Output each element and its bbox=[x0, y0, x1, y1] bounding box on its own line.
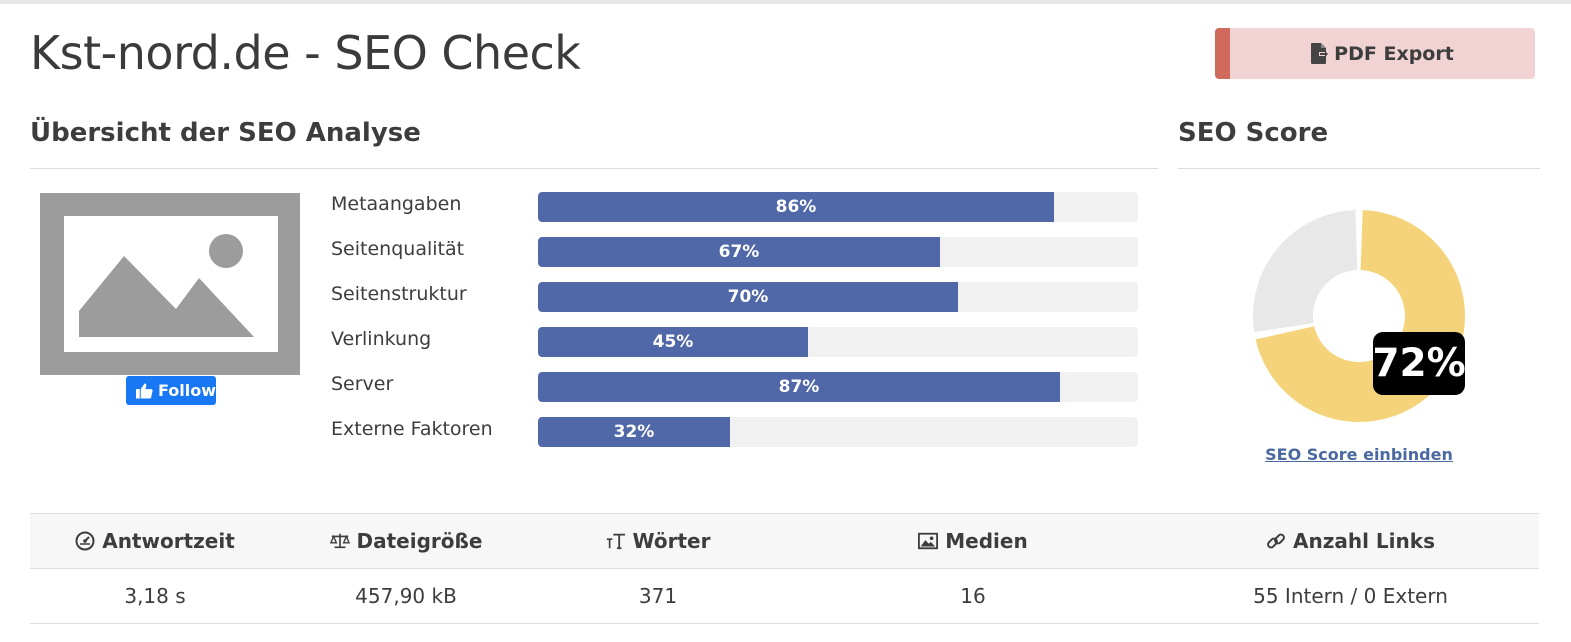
stats-header-label: Medien bbox=[945, 529, 1028, 553]
metric-label: Metaangaben bbox=[331, 193, 462, 215]
thumbs-up-icon bbox=[136, 382, 153, 399]
site-thumbnail-placeholder bbox=[40, 193, 300, 375]
page-title: Kst-nord.de - SEO Check bbox=[30, 26, 581, 80]
response-time-value: 3,18 s bbox=[124, 584, 186, 608]
file-size-value: 457,90 kB bbox=[355, 584, 457, 608]
metric-percent: 45% bbox=[652, 332, 694, 352]
score-divider bbox=[1178, 168, 1540, 169]
stats-header-label: Wörter bbox=[632, 529, 711, 553]
stats-header-file-size: Dateigröße bbox=[280, 514, 532, 568]
overview-title: Übersicht der SEO Analyse bbox=[30, 118, 421, 148]
metric-percent: 32% bbox=[613, 422, 655, 442]
follow-label: Follow bbox=[157, 381, 216, 400]
pdf-export-label: PDF Export bbox=[1334, 42, 1454, 65]
link-count-value: 55 Intern / 0 Extern bbox=[1253, 584, 1448, 608]
stats-header-row: Antwortzeit Dateigröße Wörter Medien Anz… bbox=[30, 513, 1539, 569]
score-title: SEO Score bbox=[1178, 118, 1329, 148]
image-placeholder-icon bbox=[79, 234, 254, 337]
metric-percent: 87% bbox=[778, 377, 820, 397]
top-divider bbox=[0, 0, 1571, 4]
metric-label: Externe Faktoren bbox=[331, 418, 493, 440]
score-segment-remaining bbox=[1253, 210, 1358, 333]
metric-progress-fill: 70% bbox=[538, 282, 958, 312]
stats-header-label: Anzahl Links bbox=[1293, 529, 1435, 553]
metric-label: Seitenqualität bbox=[331, 238, 465, 260]
metric-percent: 67% bbox=[718, 242, 760, 262]
metric-progress-bar: 32% bbox=[538, 417, 1138, 447]
stats-value-row: 3,18 s 457,90 kB 371 16 55 Intern / 0 Ex… bbox=[30, 569, 1539, 624]
gauge-icon bbox=[75, 531, 95, 551]
link-icon bbox=[1267, 533, 1285, 549]
metric-progress-bar: 70% bbox=[538, 282, 1138, 312]
metric-progress-fill: 45% bbox=[538, 327, 808, 357]
metric-progress-fill: 32% bbox=[538, 417, 730, 447]
stats-header-label: Dateigröße bbox=[356, 529, 483, 553]
overview-divider bbox=[30, 168, 1158, 169]
metric-progress-bar: 45% bbox=[538, 327, 1138, 357]
score-value-badge: 72% bbox=[1372, 332, 1466, 395]
media-count-value: 16 bbox=[960, 584, 986, 608]
metric-label: Verlinkung bbox=[331, 328, 432, 350]
stats-header-links: Anzahl Links bbox=[1162, 514, 1539, 568]
metric-progress-bar: 67% bbox=[538, 237, 1138, 267]
metric-progress-bar: 86% bbox=[538, 192, 1138, 222]
metric-progress-fill: 67% bbox=[538, 237, 940, 267]
metric-percent: 70% bbox=[727, 287, 769, 307]
pdf-export-button[interactable]: PDF Export bbox=[1215, 28, 1535, 79]
embed-score-link[interactable]: SEO Score einbinden bbox=[1265, 445, 1453, 464]
stats-header-response-time: Antwortzeit bbox=[30, 514, 280, 568]
metric-progress-fill: 86% bbox=[538, 192, 1054, 222]
metric-label: Seitenstruktur bbox=[331, 283, 467, 305]
metric-percent: 86% bbox=[775, 197, 817, 217]
text-height-icon bbox=[606, 533, 625, 550]
metric-progress-bar: 87% bbox=[538, 372, 1138, 402]
metric-progress-fill: 87% bbox=[538, 372, 1060, 402]
image-icon bbox=[918, 532, 939, 550]
scale-icon bbox=[329, 533, 350, 549]
word-count-value: 371 bbox=[638, 584, 678, 608]
stats-header-label: Antwortzeit bbox=[102, 529, 235, 553]
facebook-follow-button[interactable]: Follow bbox=[126, 376, 216, 405]
stats-header-words: Wörter bbox=[532, 514, 784, 568]
metric-label: Server bbox=[331, 373, 394, 395]
file-export-icon bbox=[1311, 43, 1329, 64]
stats-header-media: Medien bbox=[784, 514, 1162, 568]
